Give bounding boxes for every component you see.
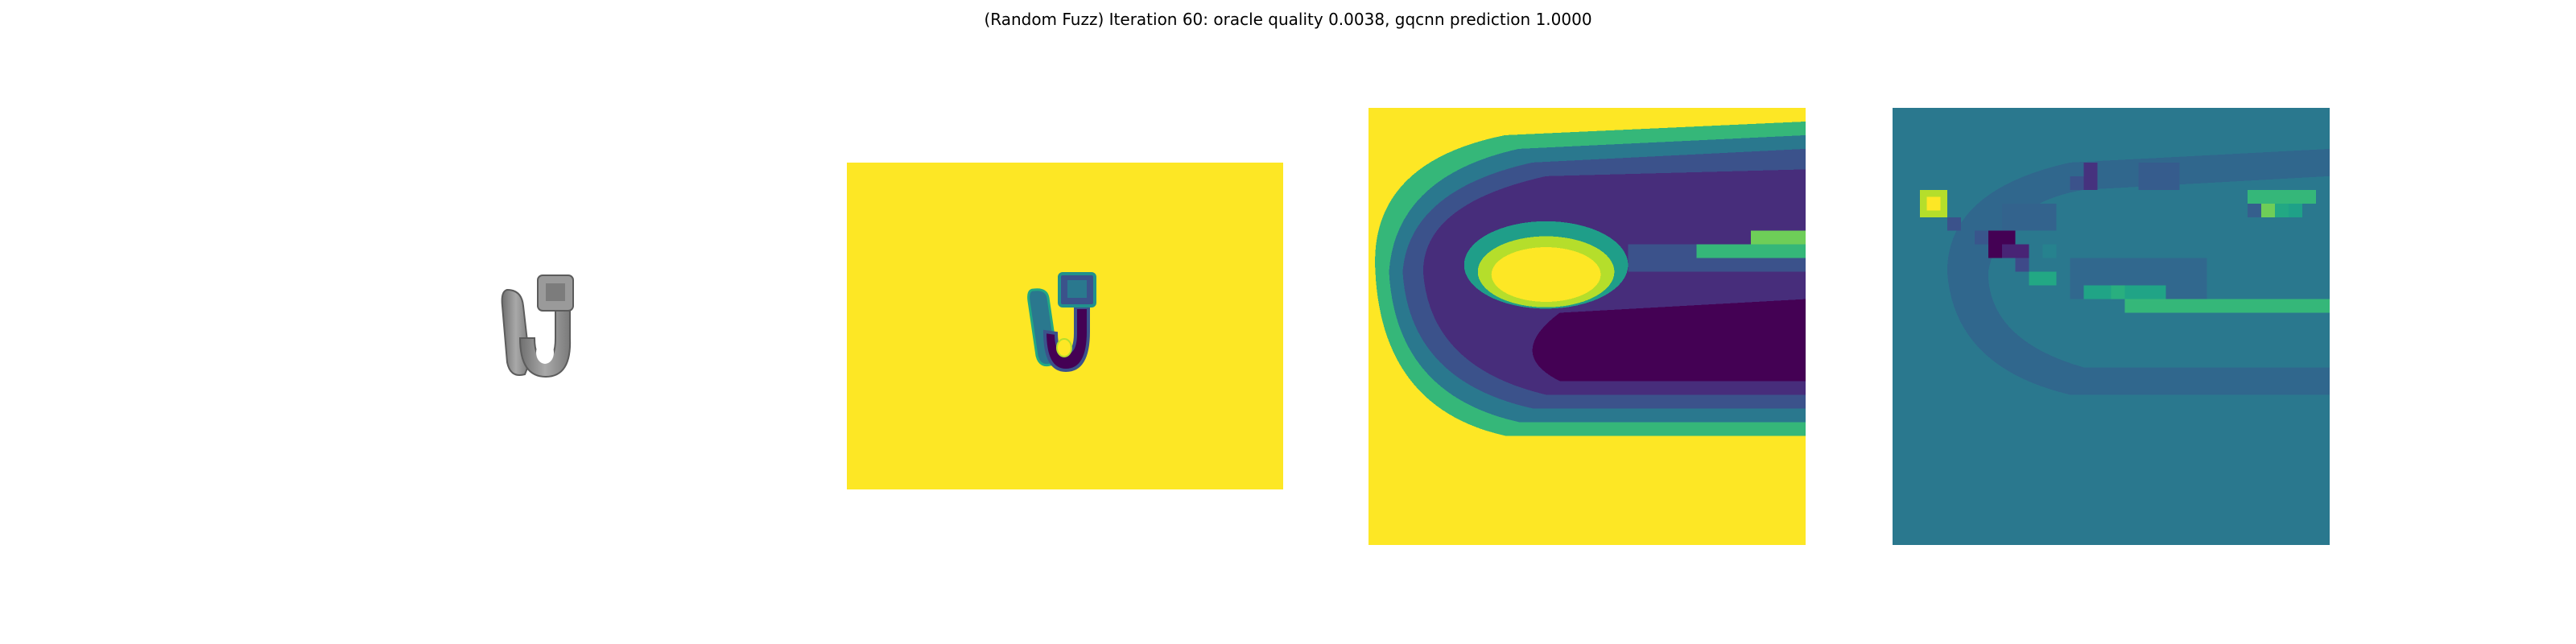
figure-title: (Random Fuzz) Iteration 60: oracle quali… (984, 10, 1592, 29)
rendered-object-view (451, 242, 604, 419)
depth-crop-view (1368, 108, 1806, 545)
depth-image (847, 163, 1283, 489)
perturbation-heatmap (1893, 108, 2330, 545)
